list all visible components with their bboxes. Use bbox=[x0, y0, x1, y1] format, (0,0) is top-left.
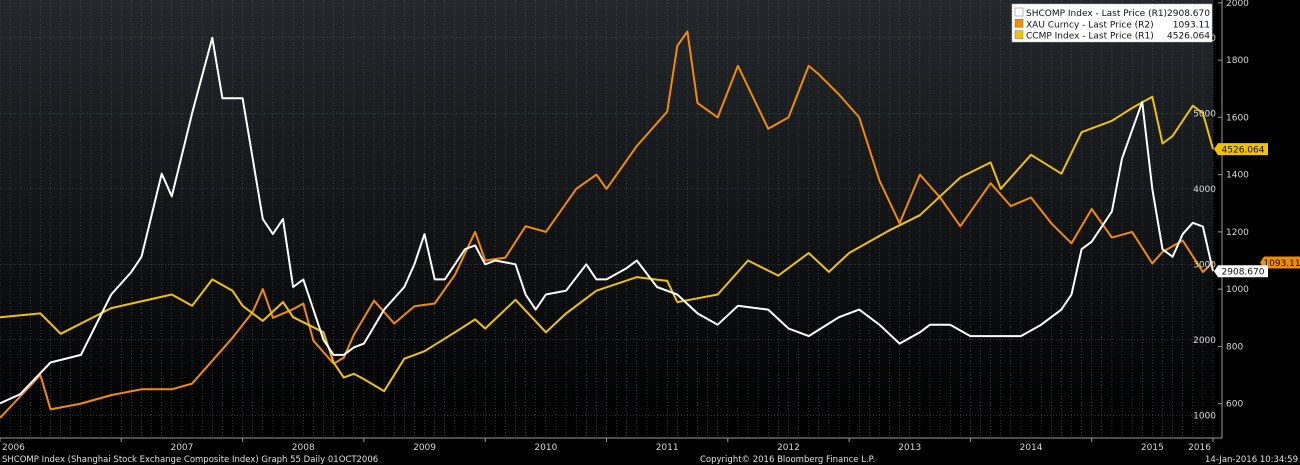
footer-right: 14-Jan-2016 10:34:59 bbox=[1205, 455, 1298, 465]
r1-tick-label: 4000 bbox=[1193, 185, 1216, 195]
legend-label: CCMP Index - Last Price (R1) bbox=[1026, 32, 1154, 42]
legend-value: 2908.670 bbox=[1167, 9, 1210, 19]
series-line-2 bbox=[0, 30, 1214, 419]
r2-tick-label: 1600 bbox=[1226, 113, 1249, 123]
legend-swatch bbox=[1014, 19, 1024, 28]
x-tick-label: 2016 bbox=[1188, 443, 1211, 453]
x-tick-label: 2008 bbox=[292, 443, 315, 453]
r2-tick-label: 1400 bbox=[1226, 171, 1249, 181]
footer-left: SHCOMP Index (Shanghai Stock Exchange Co… bbox=[2, 455, 378, 465]
footer-center: Copyright© 2016 Bloomberg Finance L.P. bbox=[700, 455, 875, 465]
x-tick-label: 2010 bbox=[534, 443, 557, 453]
x-tick-label: 2009 bbox=[413, 443, 436, 453]
r2-tick-label: 2000 bbox=[1226, 0, 1249, 9]
x-tick-label: 2015 bbox=[1141, 443, 1164, 453]
r1-tick-label: 1000 bbox=[1193, 411, 1216, 421]
x-tick-label: 2011 bbox=[656, 443, 679, 453]
r1-tick-label: 3000 bbox=[1193, 260, 1216, 270]
x-tick-label: 2013 bbox=[898, 443, 921, 453]
legend-value: 1093.11 bbox=[1173, 20, 1210, 30]
legend-swatch bbox=[1014, 30, 1024, 39]
r2-tick-label: 1800 bbox=[1226, 56, 1249, 66]
x-tick-label: 2007 bbox=[170, 443, 193, 453]
legend-box bbox=[1011, 3, 1213, 43]
last-value-label: 4526.064 bbox=[1222, 146, 1265, 156]
x-tick-label: 2006 bbox=[2, 443, 25, 453]
last-value-label: 1093.11 bbox=[1263, 259, 1300, 269]
legend-label: XAU Curncy - Last Price (R2) bbox=[1026, 20, 1154, 30]
x-tick-label: 2014 bbox=[1020, 443, 1043, 453]
r2-tick-label: 1200 bbox=[1226, 228, 1249, 238]
last-value-badge bbox=[1214, 143, 1268, 156]
x-tick-label: 2012 bbox=[777, 443, 800, 453]
gridlines bbox=[0, 0, 1214, 438]
footer: SHCOMP Index (Shanghai Stock Exchange Co… bbox=[2, 455, 1298, 465]
series-line-3 bbox=[0, 95, 1214, 393]
series-line-1 bbox=[0, 36, 1214, 405]
r2-tick-label: 600 bbox=[1226, 400, 1243, 410]
r2-tick-label: 1000 bbox=[1226, 285, 1249, 295]
r1-tick-label: 5000 bbox=[1193, 109, 1216, 119]
legend: SHCOMP Index - Last Price (R1) 2908.670 XA… bbox=[1011, 3, 1213, 43]
legend-label: SHCOMP Index - Last Price (R1) bbox=[1026, 9, 1167, 19]
legend-swatch bbox=[1014, 7, 1024, 17]
series-layer bbox=[0, 30, 1214, 419]
r2-tick-label: 800 bbox=[1226, 342, 1243, 352]
r1-tick-label: 2000 bbox=[1193, 336, 1216, 346]
legend-value: 4526.064 bbox=[1167, 32, 1210, 42]
r2-axis: 600 800 1000 1200 1400 1600 1800 2000 bbox=[1218, 0, 1249, 438]
last-value-badge bbox=[1214, 265, 1268, 278]
x-axis: 2006 2007 2008 2009 2010 2011 2012 2013 2014 2015… bbox=[0, 437, 1222, 453]
last-value-badge bbox=[1260, 256, 1300, 269]
last-value-label: 2908.670 bbox=[1222, 268, 1265, 278]
